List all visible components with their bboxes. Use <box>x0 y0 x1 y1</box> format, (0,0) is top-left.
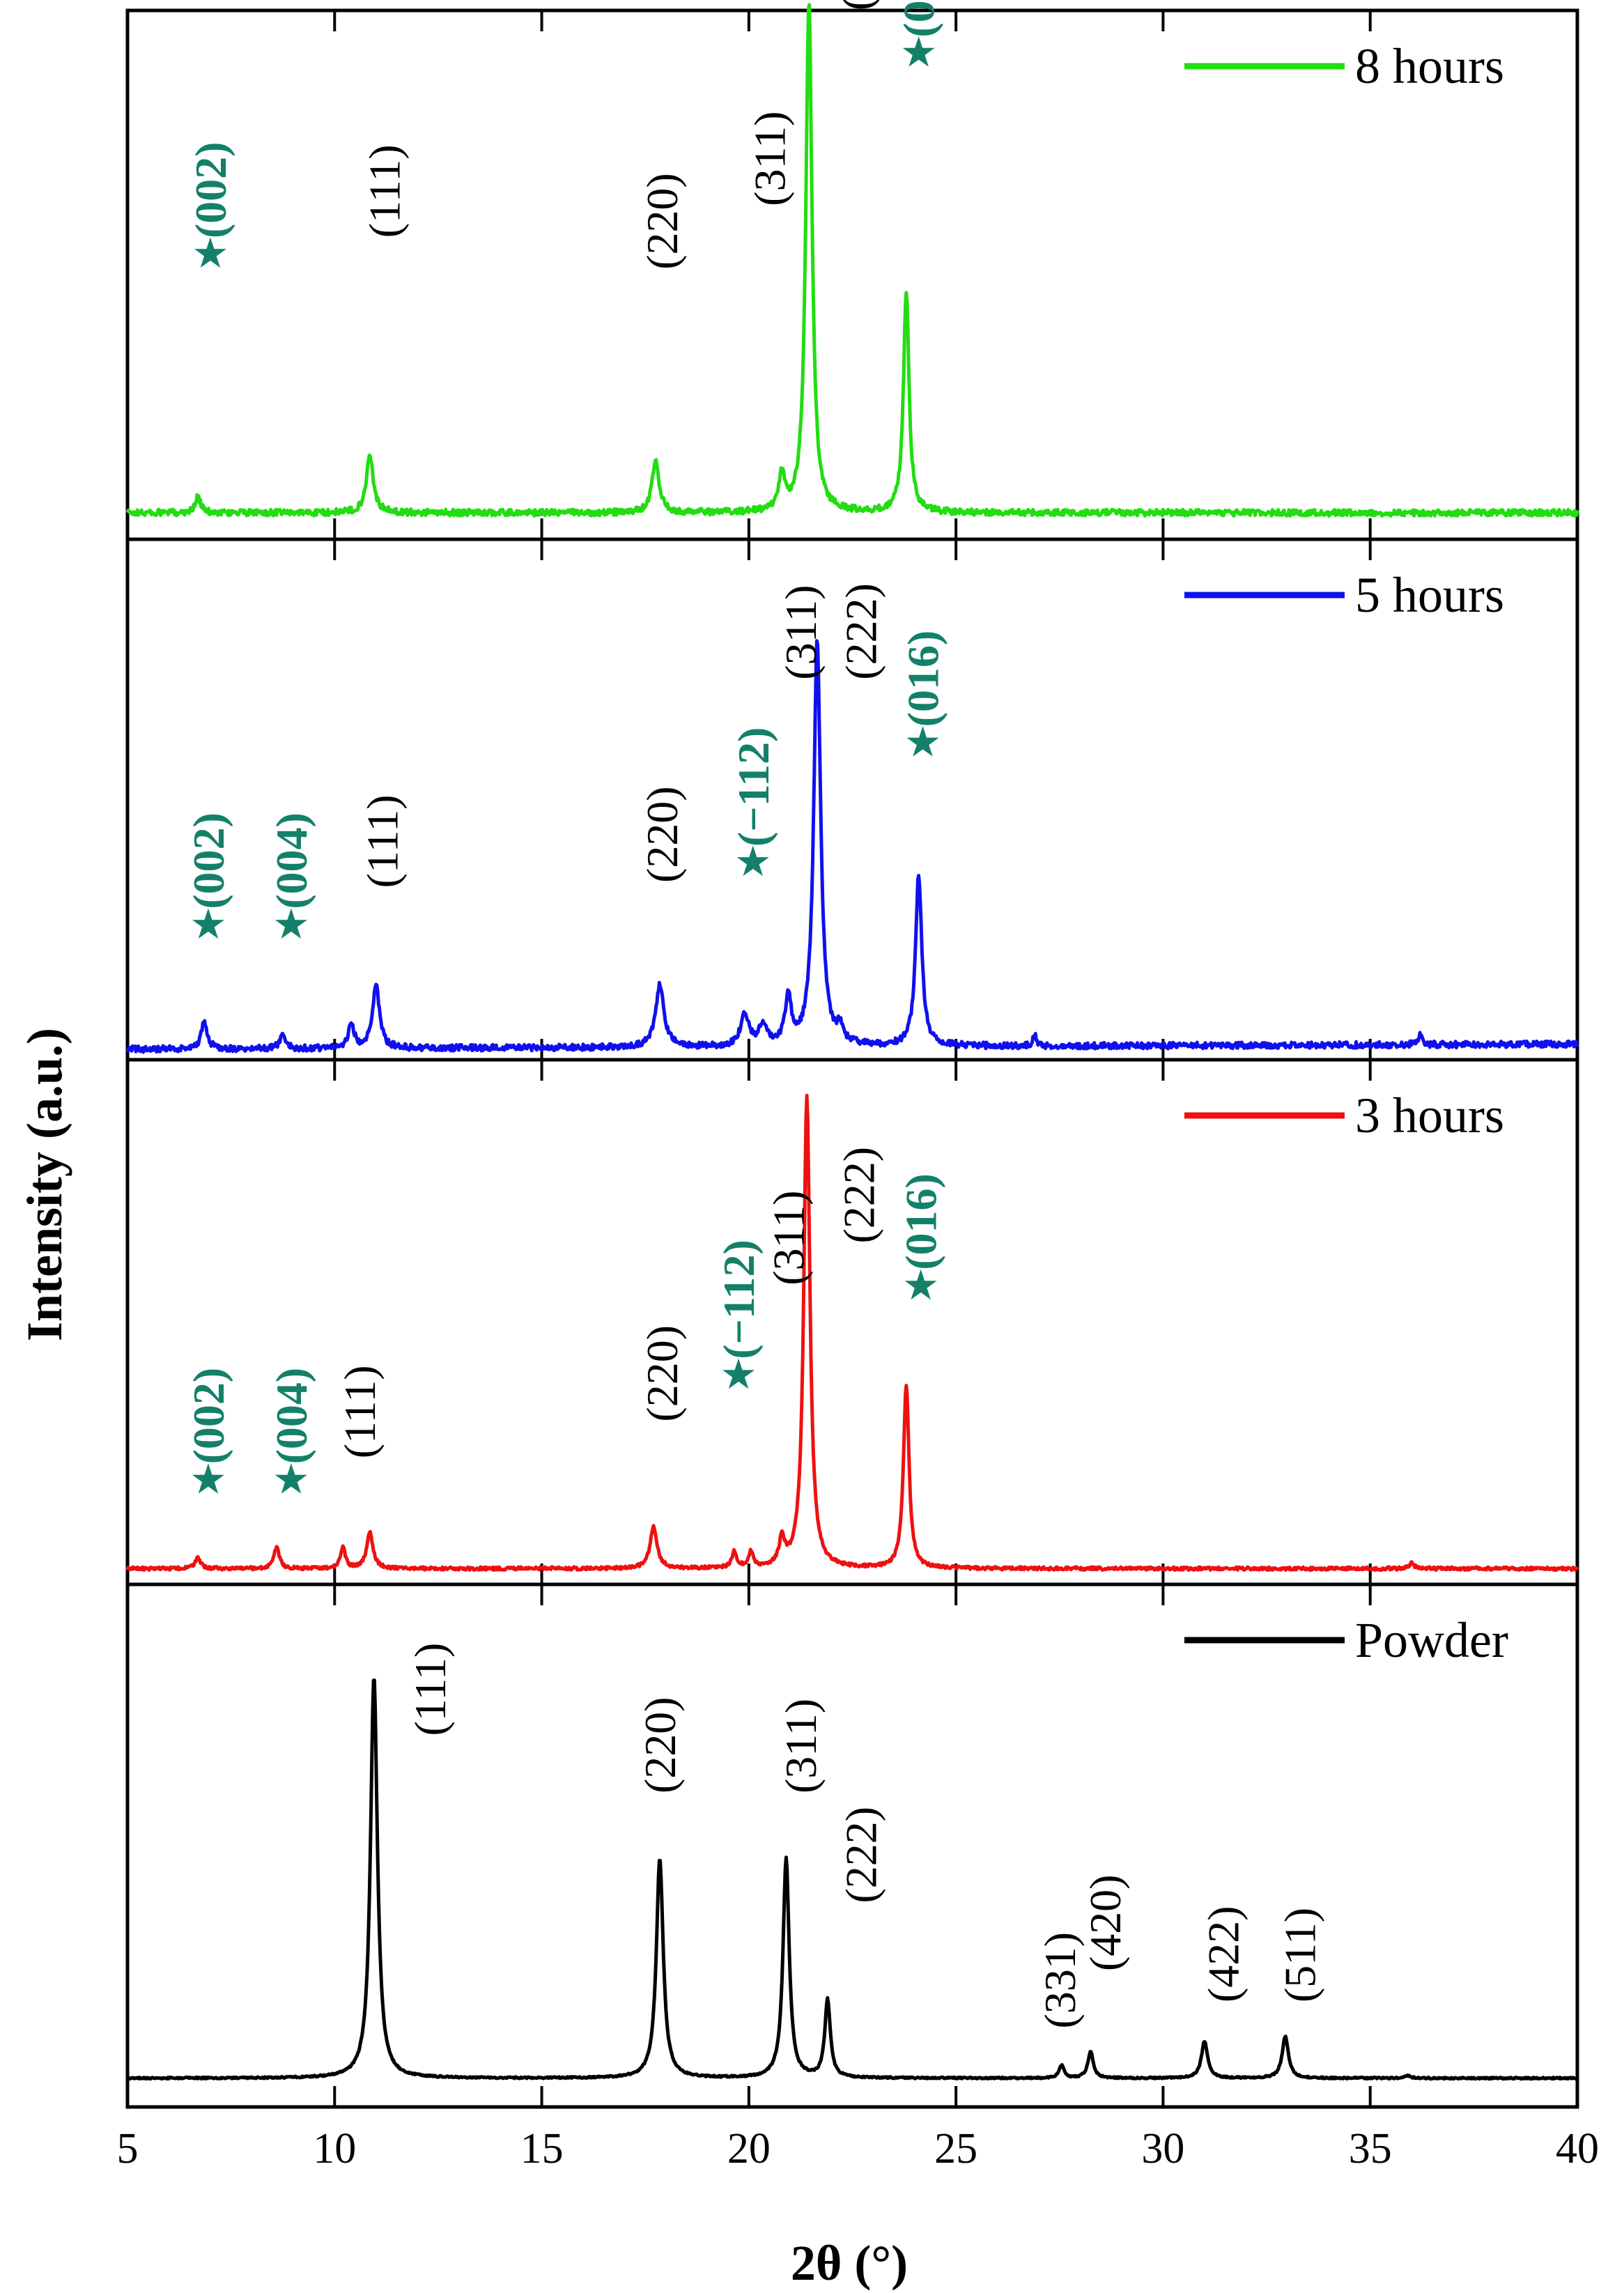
x-tick-label: 10 <box>313 2125 356 2172</box>
peak-label: (311) <box>776 1699 826 1793</box>
phase-star-marker: ★ <box>734 837 772 886</box>
panel-5-hours: 5 hours★(002)★(004) (111) (220) ★(−112)(311… <box>125 537 1579 1062</box>
x-tick-label: 25 <box>934 2125 977 2172</box>
peak-label: (331) <box>1035 1932 1085 2029</box>
phase-star-marker: ★ <box>192 229 229 278</box>
x-tick-label: 15 <box>520 2125 564 2172</box>
phase-peak-label: (004) <box>267 812 316 909</box>
panel-frame <box>125 1582 1579 2109</box>
panel-3-hours: 3 hours★(002)★(004) (111) (220) ★(−112)(311… <box>125 1058 1579 1586</box>
x-tick-label: 30 <box>1141 2125 1184 2172</box>
peak-label: (220) <box>637 173 687 270</box>
phase-star-marker: ★ <box>904 718 942 766</box>
peak-label: (111) <box>405 1643 455 1736</box>
phase-peak-label: (016) <box>897 1173 946 1270</box>
peak-label: (511) <box>1276 1908 1325 2002</box>
phase-star-marker: ★ <box>720 1350 757 1399</box>
peak-label: (111) <box>335 1365 385 1458</box>
peak-label: (222) <box>832 0 881 10</box>
peak-label: (222) <box>836 1807 886 1904</box>
peak-label: (311) <box>764 1191 813 1286</box>
phase-peak-label: (004) <box>267 1368 316 1465</box>
phase-peak-label: (002) <box>184 812 233 909</box>
peak-label: (222) <box>834 1147 883 1244</box>
x-tick-label: 40 <box>1556 2125 1599 2172</box>
xrd-series-line <box>125 639 1579 1054</box>
phase-star-marker: ★ <box>272 1455 310 1504</box>
x-tick-label: 35 <box>1349 2125 1392 2172</box>
phase-star-marker: ★ <box>272 900 310 949</box>
phase-peak-label: (−112) <box>714 1240 764 1359</box>
panel-8-hours: 8 hours★(002)(111)(220)(311)(222)★(016) <box>125 0 1579 541</box>
peak-label: (420) <box>1081 1874 1130 1971</box>
peak-label: (422) <box>1199 1906 1248 2002</box>
legend-label: 5 hours <box>1355 567 1504 623</box>
panels-layer: 8 hours★(002)(111)(220)(311)(222)★(016)5… <box>125 0 1579 2109</box>
peak-label: (111) <box>360 144 410 238</box>
phase-star-marker: ★ <box>900 29 938 77</box>
x-tick-label: 20 <box>727 2125 771 2172</box>
xrd-series-line <box>125 3 1579 518</box>
phase-peak-label: (−112) <box>729 727 778 847</box>
phase-star-marker: ★ <box>902 1261 940 1310</box>
peak-label: (311) <box>776 585 826 679</box>
phase-peak-label: (002) <box>184 1368 233 1465</box>
legend-label: Powder <box>1355 1612 1508 1668</box>
peak-label: (222) <box>836 583 886 680</box>
peak-label: (220) <box>637 786 687 883</box>
phase-peak-label: (016) <box>895 0 944 38</box>
legend-label: 8 hours <box>1355 38 1504 94</box>
phase-star-marker: ★ <box>190 900 227 949</box>
panel-powder: Powder (111) (220) (311)(222) (331)(420) (422… <box>125 1582 1579 2109</box>
x-tick-label: 5 <box>117 2125 139 2172</box>
phase-peak-label: (016) <box>899 631 948 727</box>
legend-label: 3 hours <box>1355 1088 1504 1143</box>
y-axis-title: Intensity (a.u.) <box>17 1028 72 1341</box>
peak-label: (111) <box>358 795 408 888</box>
peak-label: (220) <box>635 1697 685 1793</box>
xrd-series-line <box>125 1093 1579 1573</box>
xrd-series-line <box>126 1678 1579 2081</box>
peak-label: (311) <box>745 111 795 206</box>
x-axis: 5 10 15 20 25 30 35 40 <box>117 2125 1600 2172</box>
phase-peak-label: (002) <box>186 142 235 239</box>
x-axis-title: 2θ (°) <box>791 2235 908 2291</box>
phase-star-marker: ★ <box>190 1455 227 1504</box>
peak-label: (220) <box>637 1325 687 1422</box>
